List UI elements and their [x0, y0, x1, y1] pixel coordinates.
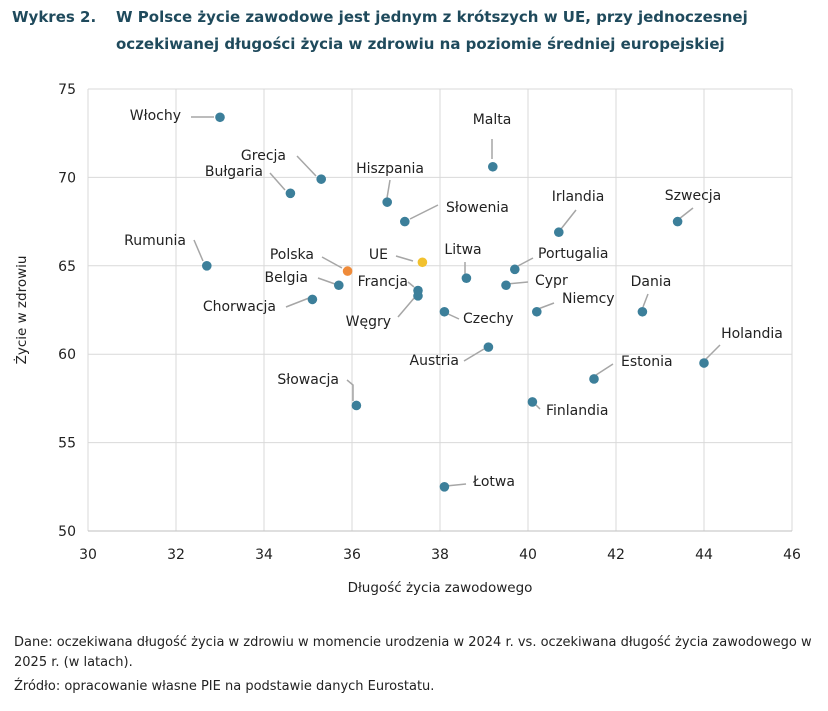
data-point [417, 257, 428, 268]
data-point [400, 216, 410, 227]
x-tick-label: 42 [607, 547, 625, 563]
point-label: Niemcy [562, 291, 615, 307]
data-point [382, 197, 393, 207]
label-connector [537, 302, 555, 310]
label-connector [642, 293, 649, 308]
label-connector [463, 348, 485, 362]
data-point [285, 188, 296, 199]
title-line-2: oczekiwanej długości życia w zdrowiu na … [116, 35, 725, 53]
point-label: Szwecja [665, 188, 721, 204]
data-point [501, 280, 511, 291]
point-label: Łotwa [472, 474, 515, 490]
point-label: Grecja [241, 148, 286, 164]
point-label: Polska [270, 247, 314, 263]
data-point [439, 306, 450, 317]
data-point [532, 306, 542, 317]
x-tick-label: 38 [431, 547, 449, 563]
figure-number: Wykres 2. [12, 8, 97, 26]
label-connector [678, 207, 694, 220]
data-point [307, 294, 318, 305]
point-label: Finlandia [546, 403, 609, 419]
label-connector [285, 297, 310, 308]
title-line-1: W Polsce życie zawodowe jest jednym z kr… [116, 8, 748, 26]
label-connector [515, 257, 534, 268]
point-label: Bułgaria [205, 164, 263, 180]
label-connector [269, 172, 286, 191]
point-label: Litwa [444, 242, 481, 258]
point-label: Słowacja [277, 372, 339, 388]
data-note: Dane: oczekiwana długość życia w zdrowiu… [14, 635, 812, 670]
point-label: Belgia [265, 270, 308, 286]
y-tick-label: 65 [58, 259, 76, 275]
x-tick-label: 46 [783, 547, 801, 563]
point-label: Portugalia [538, 246, 608, 262]
scatter-chart: 30 32 34 36 38 40 42 44 46 50 55 60 65 70 75 Długość ży… [12, 82, 801, 596]
data-point [202, 261, 212, 271]
data-point [215, 112, 225, 123]
source-note: Źródło: opracowanie własne PIE na podsta… [14, 679, 435, 694]
x-tick-label: 36 [343, 547, 361, 563]
data-point [413, 291, 423, 301]
point-label: Czechy [463, 311, 514, 327]
point-label: Włochy [130, 108, 181, 124]
point-label: Rumunia [124, 233, 186, 249]
x-tick-label: 40 [519, 547, 537, 563]
data-point [316, 174, 327, 184]
point-label: Chorwacja [203, 299, 276, 315]
data-point [637, 306, 648, 317]
point-label: Austria [410, 353, 459, 369]
point-label: Francja [358, 274, 408, 290]
point-label: Holandia [721, 326, 783, 342]
data-point [554, 227, 564, 238]
label-connector [595, 363, 614, 376]
label-connector [407, 281, 415, 288]
data-point [672, 216, 683, 227]
label-connector [346, 379, 354, 401]
x-tick-label: 34 [255, 547, 273, 563]
point-label: Dania [631, 274, 672, 290]
label-connector [193, 239, 204, 262]
point-label: Hiszpania [356, 161, 424, 177]
label-connector [409, 204, 439, 220]
point-label: Cypr [535, 273, 568, 289]
point-label: UE [369, 247, 388, 263]
y-tick-label: 70 [58, 170, 76, 186]
data-point [483, 342, 494, 352]
data-point [699, 358, 709, 368]
data-point [510, 264, 520, 275]
y-tick-label: 75 [58, 82, 76, 98]
x-tick-label: 32 [167, 547, 185, 563]
point-label: Estonia [621, 354, 673, 370]
x-axis-title: Długość życia zawodowego [348, 580, 533, 596]
x-tick-label: 30 [79, 547, 97, 563]
y-tick-label: 55 [58, 436, 76, 452]
label-connector [317, 277, 336, 285]
y-tick-label: 60 [58, 347, 76, 363]
data-point [589, 374, 599, 384]
data-point [334, 280, 344, 291]
label-connector [704, 344, 721, 361]
data-point [439, 482, 450, 492]
point-label: Słowenia [446, 200, 509, 216]
label-connector [397, 296, 416, 318]
label-connector [560, 209, 577, 230]
data-point [351, 400, 362, 411]
y-axis-title: Życie w zdrowiu [12, 256, 30, 365]
label-connector [386, 179, 391, 199]
point-label: Irlandia [552, 189, 605, 205]
label-connector [445, 483, 467, 487]
data-point [461, 273, 472, 283]
label-connector [296, 155, 317, 177]
y-tick-label: 50 [58, 524, 76, 540]
data-point [342, 266, 353, 276]
point-label: Węgry [346, 314, 391, 330]
x-tick-label: 44 [695, 547, 713, 563]
data-point [488, 161, 498, 172]
label-connector [395, 255, 414, 262]
point-label: Malta [473, 112, 512, 128]
data-point [527, 397, 538, 407]
label-connector [321, 256, 343, 269]
